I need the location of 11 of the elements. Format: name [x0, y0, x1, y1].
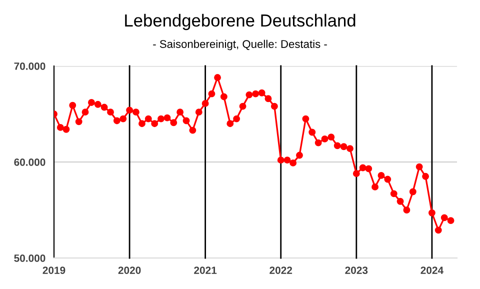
- chart-subtitle: - Saisonbereinigt, Quelle: Destatis -: [153, 40, 327, 50]
- y-tick-label: 60.000: [14, 158, 46, 166]
- y-tick-label: 70.000: [14, 62, 46, 70]
- x-tick-label: 2022: [270, 266, 292, 274]
- chart-title: Lebendgeborene Deutschland: [125, 14, 356, 30]
- x-tick-label: 2020: [118, 266, 141, 274]
- x-tick-label: 2021: [194, 266, 217, 274]
- x-tick-label: 2024: [420, 266, 444, 274]
- y-tick-label: 50.000: [14, 254, 46, 262]
- x-tick-label: 2019: [42, 266, 66, 274]
- x-tick-label: 2023: [345, 266, 368, 274]
